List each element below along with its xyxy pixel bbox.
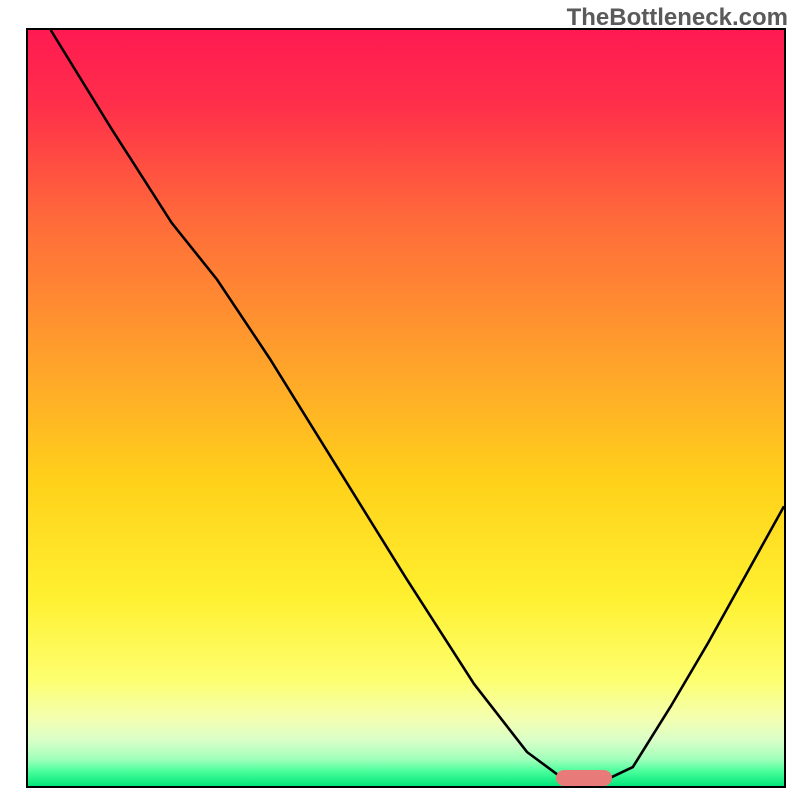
chart-plot-area — [26, 28, 786, 788]
bottleneck-curve — [51, 30, 784, 781]
chart-curve-layer — [28, 30, 784, 786]
optimal-range-marker — [556, 770, 612, 786]
